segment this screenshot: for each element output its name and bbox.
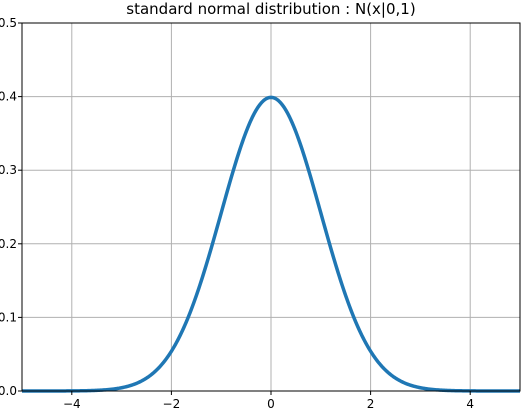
y-axis: 0.0 0.1 0.2 0.3 0.4 0.5: [0, 16, 22, 398]
y-tick-label: 0.2: [0, 237, 17, 251]
grid: [22, 22, 520, 392]
y-tick-label: 0.3: [0, 163, 17, 177]
x-tick-label: −4: [63, 397, 81, 408]
y-tick-label: 0.1: [0, 310, 17, 324]
x-tick-label: 2: [367, 397, 375, 408]
series-line: [21, 95, 521, 393]
x-tick-label: −2: [163, 397, 181, 408]
x-tick-label: 4: [466, 397, 474, 408]
chart-title: standard normal distribution : N(x|0,1): [126, 0, 415, 18]
series-layer: [21, 95, 521, 393]
y-tick-label: 0.5: [0, 16, 17, 30]
x-tick-label: 0: [267, 397, 275, 408]
x-axis: −4 −2 0 2 4: [63, 391, 474, 408]
y-tick-label: 0.0: [0, 384, 17, 398]
y-tick-label: 0.4: [0, 90, 17, 104]
